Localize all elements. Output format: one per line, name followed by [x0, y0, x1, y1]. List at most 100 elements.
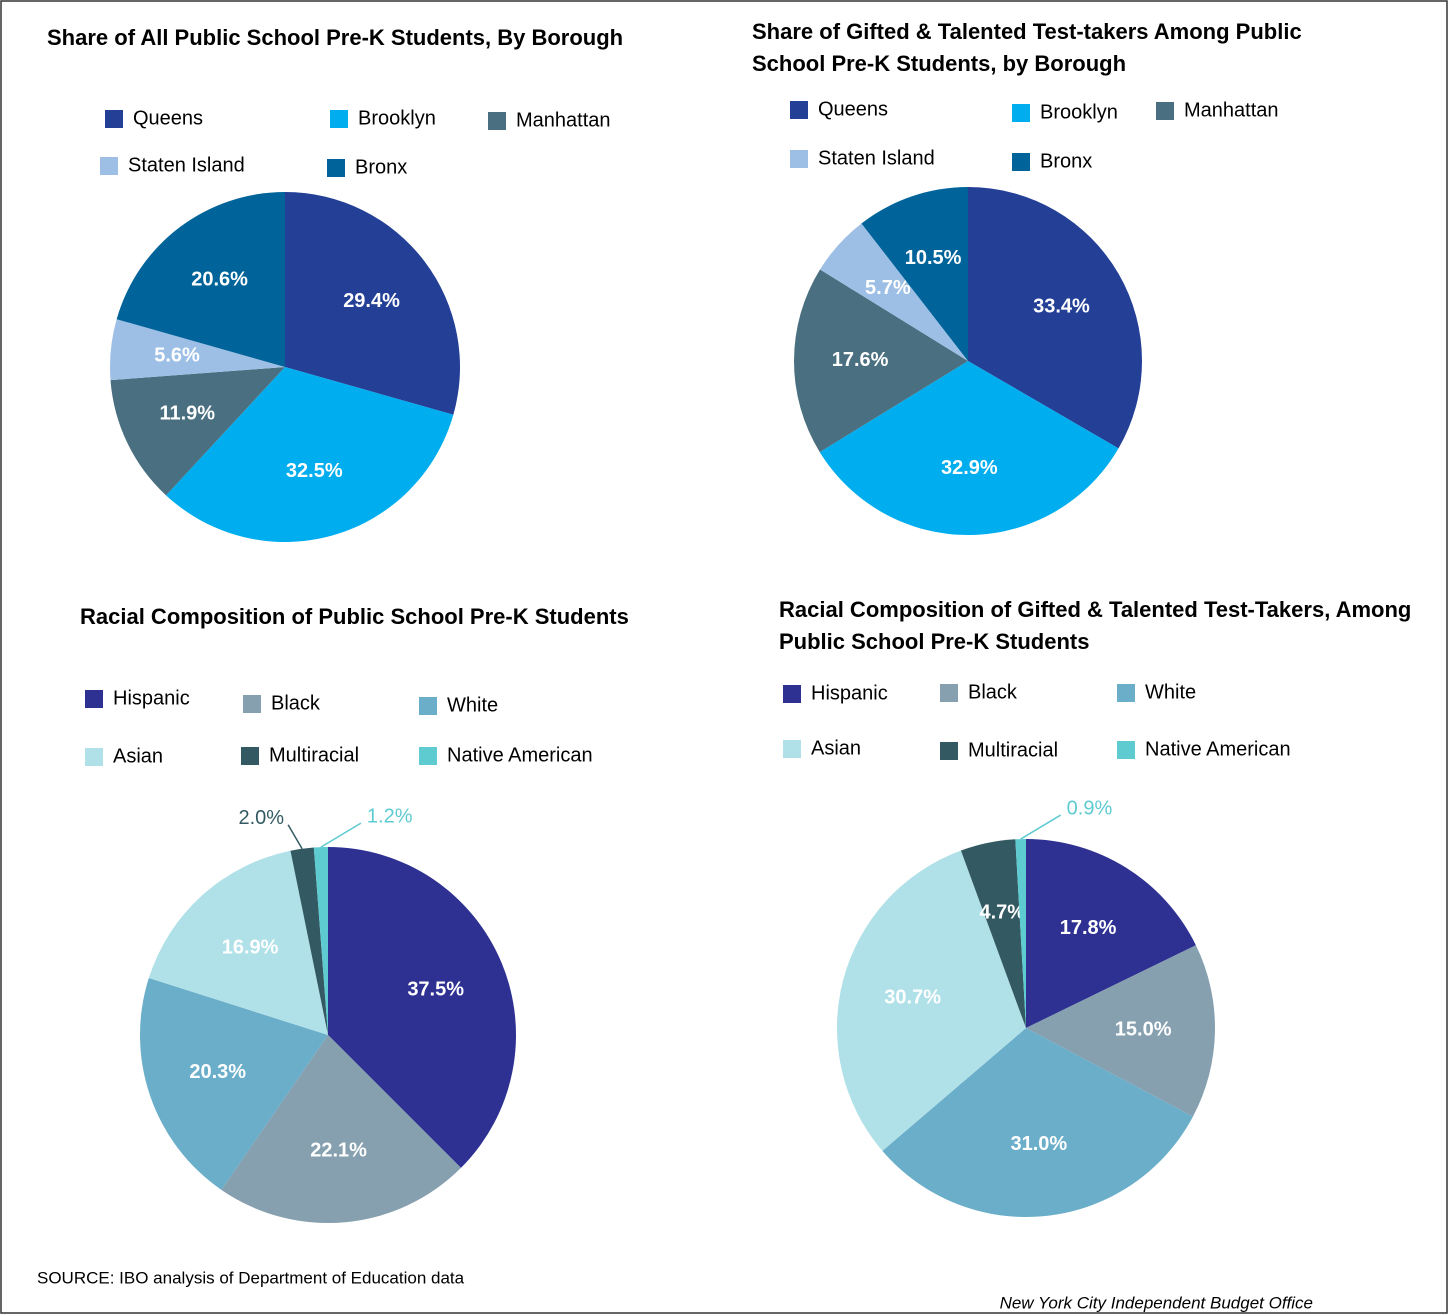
legend-label: Staten Island — [128, 154, 245, 176]
legend-label: Staten Island — [818, 147, 935, 169]
data-label: 17.8% — [1060, 917, 1117, 939]
data-label: 31.0% — [1010, 1133, 1067, 1155]
data-label: 2.0% — [239, 807, 285, 829]
legend-label: Hispanic — [113, 687, 190, 709]
legend-label: Multiracial — [968, 739, 1058, 761]
leader-line — [287, 824, 303, 850]
data-label: 4.7% — [979, 902, 1025, 924]
pie-slice — [836, 850, 1026, 1151]
data-label: 20.3% — [189, 1061, 246, 1083]
data-label: 0.9% — [1067, 797, 1113, 819]
legend-swatch — [419, 747, 437, 765]
pie-slice — [820, 223, 968, 361]
legend-label: Black — [271, 692, 321, 714]
legend-label: White — [447, 694, 498, 716]
legend-swatch — [85, 690, 103, 708]
legend-swatch — [330, 110, 348, 128]
legend-label: Queens — [818, 98, 888, 120]
chart-title: Share of All Public School Pre-K Student… — [47, 25, 624, 50]
data-label: 29.4% — [343, 290, 400, 312]
legend-swatch — [243, 695, 261, 713]
legend-label: Manhattan — [516, 109, 611, 131]
legend-label: Multiracial — [269, 744, 359, 766]
data-label: 5.6% — [154, 344, 200, 366]
legend-swatch — [327, 159, 345, 177]
legend-label: Queens — [133, 107, 203, 129]
legend-label: Brooklyn — [1040, 101, 1118, 123]
legend-label: Native American — [447, 744, 593, 766]
legend-label: Manhattan — [1184, 99, 1279, 121]
pie-slice — [221, 1035, 461, 1223]
legend-swatch — [105, 110, 123, 128]
pie-slice — [140, 978, 328, 1190]
legend-swatch — [1117, 684, 1135, 702]
legend-label: Brooklyn — [358, 107, 436, 129]
pie-slice — [968, 187, 1143, 449]
chart-title: Racial Composition of Gifted & Talented … — [779, 597, 1412, 654]
data-label: 11.9% — [159, 402, 215, 424]
data-label: 10.5% — [905, 247, 962, 269]
legend-swatch — [1156, 102, 1174, 120]
legend-label: Bronx — [1040, 150, 1092, 172]
pie-slice — [328, 847, 516, 1168]
legend-swatch — [419, 697, 437, 715]
data-label: 22.1% — [310, 1139, 367, 1161]
pie-slice — [290, 847, 328, 1035]
data-label: 30.7% — [884, 987, 941, 1009]
legend-swatch — [1117, 741, 1135, 759]
data-label: 20.6% — [191, 269, 248, 291]
pie-slice — [110, 319, 285, 381]
legend-swatch — [100, 157, 118, 175]
pie-slice — [819, 361, 1119, 536]
legend-label: White — [1145, 681, 1196, 703]
pie-slice — [313, 847, 328, 1035]
credit: New York City Independent Budget Office — [1000, 1293, 1313, 1312]
legend-swatch — [85, 748, 103, 766]
data-label: 33.4% — [1033, 295, 1090, 317]
pie-slice — [882, 1028, 1193, 1217]
data-label: 15.0% — [1115, 1018, 1172, 1040]
legend-swatch — [1012, 153, 1030, 171]
leader-line — [320, 822, 362, 848]
chart-title: Racial Composition of Public School Pre-… — [80, 604, 629, 629]
pie-slice — [285, 192, 460, 415]
legend-label: Black — [968, 681, 1018, 703]
pie-slice — [1015, 839, 1026, 1028]
data-label: 17.6% — [832, 349, 889, 371]
pie-slice — [794, 269, 968, 453]
pie-slice — [166, 367, 454, 542]
legend-swatch — [783, 740, 801, 758]
data-label: 16.9% — [222, 937, 279, 959]
data-label: 37.5% — [407, 979, 464, 1001]
legend-swatch — [783, 685, 801, 703]
pie-slice — [1026, 839, 1196, 1028]
legend-label: Asian — [113, 745, 163, 767]
legend-label: Asian — [811, 737, 861, 759]
legend-swatch — [790, 101, 808, 119]
source: SOURCE: IBO analysis of Department of Ed… — [37, 1268, 465, 1287]
legend-swatch — [241, 747, 259, 765]
pie-slice — [148, 850, 328, 1035]
data-label: 1.2% — [367, 805, 413, 827]
legend-swatch — [790, 150, 808, 168]
chart-title: Share of Gifted & Talented Test-takers A… — [752, 19, 1302, 76]
pie-slice — [1026, 945, 1215, 1117]
legend-swatch — [940, 684, 958, 702]
pie-slice — [960, 839, 1026, 1028]
legend-swatch — [1012, 104, 1030, 122]
leader-line — [1020, 814, 1062, 840]
pie-slice — [116, 192, 285, 367]
data-label: 5.7% — [865, 277, 911, 299]
data-label: 32.9% — [941, 457, 998, 479]
pie-slice — [861, 187, 968, 361]
data-label: 32.5% — [286, 460, 343, 482]
legend-label: Bronx — [355, 156, 407, 178]
pie-slice — [110, 367, 285, 496]
legend-swatch — [488, 112, 506, 130]
legend-label: Hispanic — [811, 682, 888, 704]
legend-label: Native American — [1145, 738, 1291, 760]
legend-swatch — [940, 742, 958, 760]
